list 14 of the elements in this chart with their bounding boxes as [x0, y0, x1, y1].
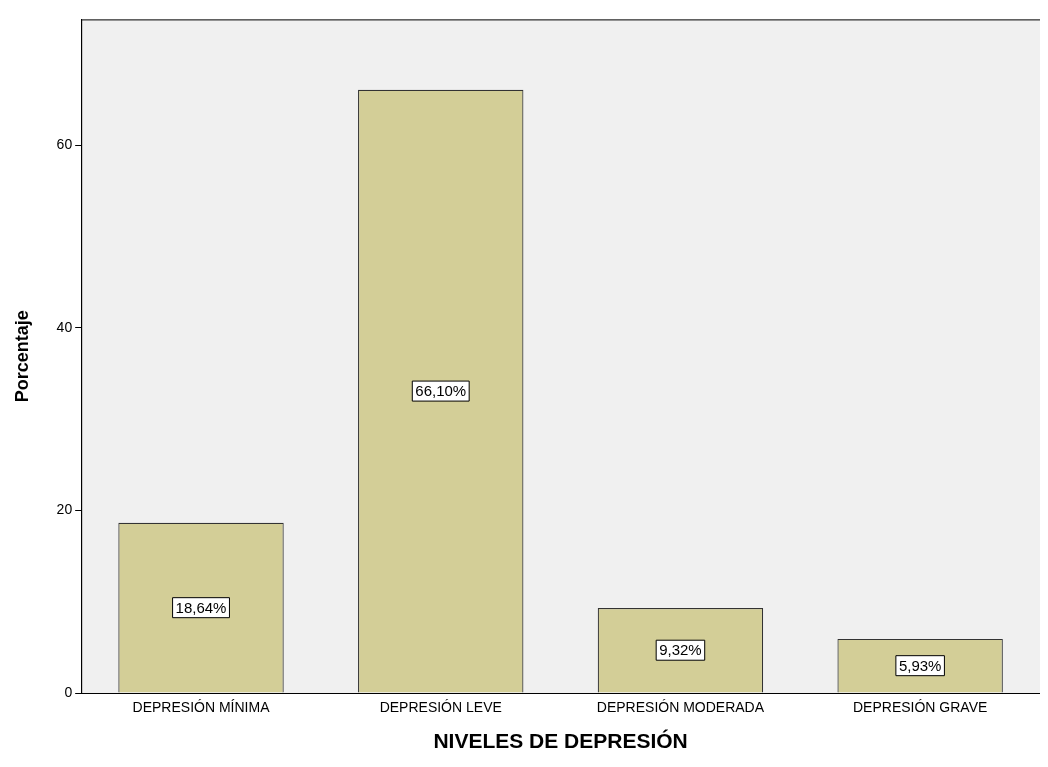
data-label: 5,93%: [898, 656, 942, 674]
x-axis-title: NIVELES DE DEPRESIÓN: [433, 729, 688, 753]
data-label: 9,32%: [659, 641, 702, 659]
x-tick-label: DEPRESIÓN GRAVE: [852, 699, 988, 716]
x-tick-label: DEPRESIÓN LEVE: [379, 699, 502, 716]
data-label: 18,64%: [175, 598, 227, 616]
y-tick-label: 0: [64, 683, 73, 700]
x-tick-label: DEPRESIÓN MÍNIMA: [132, 699, 271, 716]
y-axis-title: Porcentaje: [11, 310, 32, 403]
x-tick-label: DEPRESIÓN MODERADA: [596, 699, 765, 716]
data-label: 66,10%: [415, 382, 467, 400]
y-tick-label: 20: [56, 501, 73, 518]
y-tick-label: 40: [56, 318, 73, 335]
y-tick-label: 60: [56, 136, 73, 153]
